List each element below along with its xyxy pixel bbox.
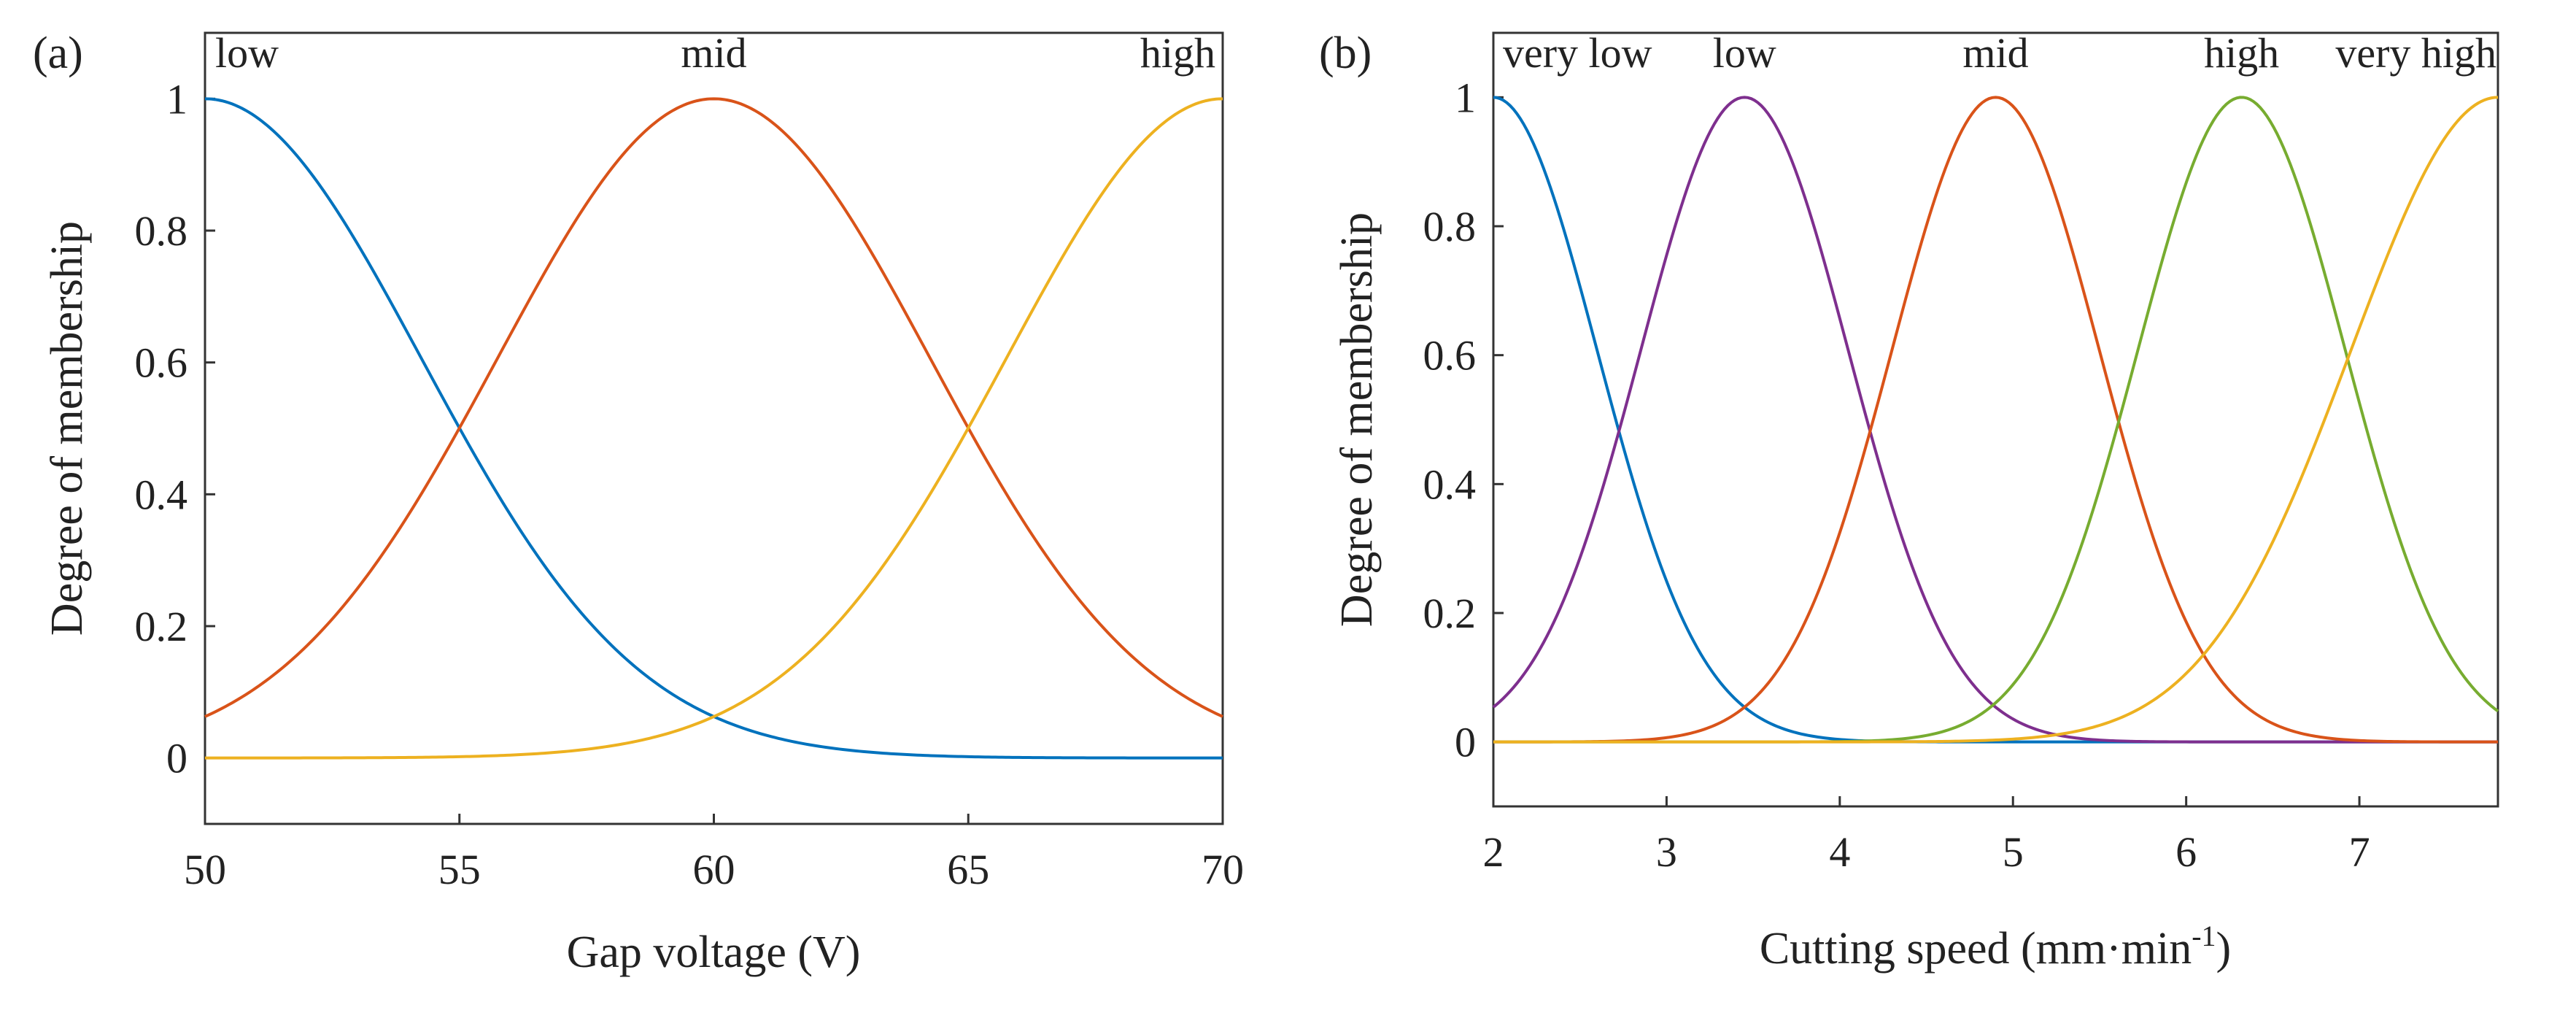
y-axis-title: Degree of membership [1332,212,1382,627]
plot-frame [1492,31,2499,808]
y-tick-label: 0.4 [1423,460,1477,508]
axis-ticks: 2 3 4 5 6 7 0 0.2 0.4 0.6 0.8 1 [1423,74,2370,876]
chart-panel-b: (b) Cutting speed (mm·min-1) Degree of m… [1319,28,2499,974]
y-tick-label: 0.2 [135,603,188,650]
x-tick-label: 4 [1829,828,1850,876]
y-tick-label: 0.6 [1423,332,1477,379]
panel-label: (a) [33,28,83,78]
y-tick-label: 0.6 [135,339,188,387]
membership-curve-very-low [1493,96,2498,744]
x-tick-label: 55 [438,846,481,893]
chart-panel-a: (a) Gap voltage (V) Degree of membership… [33,28,1244,977]
plot-frame [204,31,1224,825]
y-axis-title: Degree of membership [42,221,92,636]
membership-label: low [215,29,279,77]
y-tick-label: 1 [1455,74,1476,121]
y-tick-label: 0.4 [135,471,188,518]
membership-curve-high [205,97,1223,760]
membership-curve-low [1492,96,2498,744]
membership-label: high [2204,29,2279,77]
membership-curve-mid [1493,96,2498,744]
membership-label: very low [1503,29,1652,77]
membership-label: very high [2335,29,2496,77]
y-tick-label: 0.8 [135,207,188,255]
y-tick-label: 0.8 [1423,203,1477,250]
membership-labels: very low low mid high very high [1503,29,2496,77]
x-tick-label: 65 [947,846,989,893]
membership-curves [1492,96,2499,744]
x-axis-title-superscript: -1 [2192,920,2216,952]
x-axis-title-main: Cutting speed (mm·min [1760,924,2192,974]
x-tick-label: 5 [2003,828,2024,876]
membership-curve-high [1493,96,2499,744]
y-tick-label: 1 [166,75,187,123]
panel-label: (b) [1319,28,1372,78]
y-tick-label: 0 [1455,719,1476,766]
membership-label: low [1713,29,1776,77]
membership-curve-very-high [1493,96,2499,744]
x-tick-label: 60 [693,846,735,893]
axis-ticks: 50 55 60 65 70 0 0.2 0.4 0.6 0.8 1 [135,75,1245,893]
x-tick-label: 6 [2175,828,2197,876]
membership-curve-mid [204,97,1223,718]
membership-labels: low mid high [215,29,1215,77]
x-axis-title-close: ) [2216,924,2232,974]
x-axis-title: Gap voltage (V) [567,928,861,977]
y-tick-label: 0.2 [1423,590,1477,637]
membership-curve-low [204,97,1223,760]
x-tick-label: 50 [184,846,226,893]
membership-label: mid [681,29,746,77]
x-tick-label: 7 [2349,828,2370,876]
membership-label: mid [1962,29,2028,77]
x-tick-label: 3 [1656,828,1677,876]
membership-label: high [1140,29,1215,77]
x-axis-title: Cutting speed (mm·min-1) [1760,920,2231,974]
y-tick-label: 0 [166,735,187,782]
x-tick-label: 70 [1202,846,1244,893]
membership-curves [204,97,1223,760]
x-tick-label: 2 [1483,828,1504,876]
